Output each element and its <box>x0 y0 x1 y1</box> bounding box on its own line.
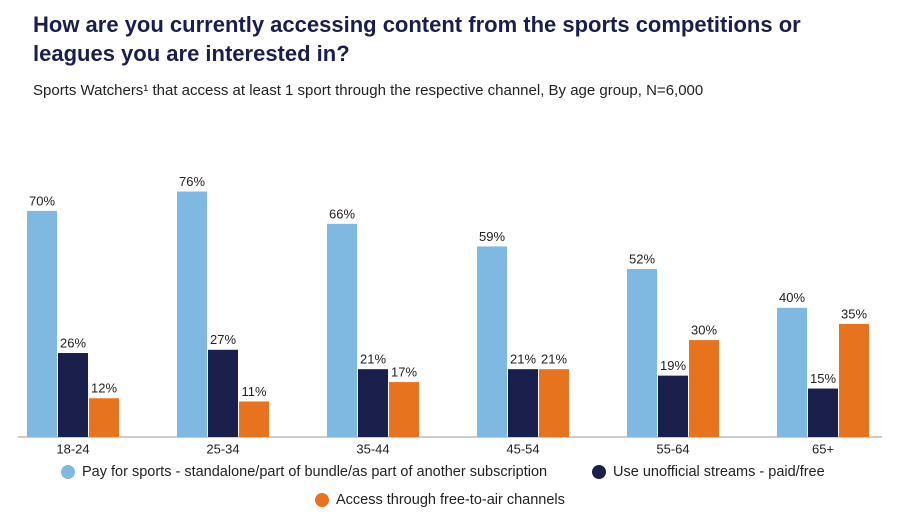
legend-marker <box>315 493 329 507</box>
data-label: 21% <box>510 352 536 367</box>
bar <box>58 353 88 437</box>
data-label: 12% <box>91 381 117 396</box>
legend-marker <box>592 465 606 479</box>
data-label: 70% <box>29 193 55 208</box>
x-tick-label: 45-54 <box>506 441 539 456</box>
data-label: 35% <box>841 306 867 321</box>
chart-title: How are you currently accessing content … <box>33 12 801 66</box>
bar <box>208 349 238 437</box>
bar <box>689 340 719 437</box>
data-label: 30% <box>691 323 717 338</box>
bar <box>358 369 388 437</box>
bar <box>808 388 838 437</box>
data-label: 15% <box>810 371 836 386</box>
x-tick-label: 65+ <box>812 441 834 456</box>
bar <box>508 369 538 437</box>
bar <box>239 401 269 437</box>
data-label: 26% <box>60 335 86 350</box>
x-tick-label: 35-44 <box>356 441 389 456</box>
bar <box>89 398 119 437</box>
chart-subtitle: Sports Watchers¹ that access at least 1 … <box>33 82 704 99</box>
data-label: 59% <box>479 229 505 244</box>
bar <box>839 323 869 437</box>
x-tick-label: 25-34 <box>206 441 239 456</box>
bar <box>27 210 57 437</box>
data-label: 17% <box>391 365 417 380</box>
legend-label: Use unofficial streams - paid/free <box>613 464 825 480</box>
bar <box>389 382 419 437</box>
legend-marker <box>61 465 75 479</box>
data-label: 21% <box>541 352 567 367</box>
data-label: 19% <box>660 358 686 373</box>
legend-label: Access through free-to-air channels <box>336 492 565 508</box>
bar <box>539 369 569 437</box>
bar <box>327 223 357 437</box>
bar <box>177 191 207 437</box>
data-label: 11% <box>241 384 266 399</box>
data-label: 66% <box>329 206 355 221</box>
bar <box>477 246 507 437</box>
legend-label: Pay for sports - standalone/part of bund… <box>82 464 547 480</box>
bar <box>777 307 807 437</box>
x-tick-label: 55-64 <box>656 441 689 456</box>
data-label: 76% <box>179 174 205 189</box>
bar <box>627 269 657 437</box>
data-label: 52% <box>629 251 655 266</box>
bar <box>658 375 688 437</box>
data-label: 21% <box>360 352 386 367</box>
x-tick-label: 18-24 <box>56 441 89 456</box>
data-label: 40% <box>779 290 805 305</box>
data-label: 27% <box>210 332 236 347</box>
